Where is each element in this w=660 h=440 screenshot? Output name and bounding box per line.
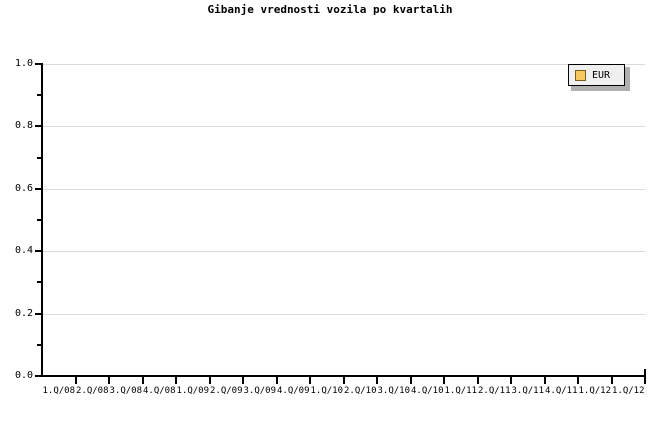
x-axis-label: 1.Q/12 (578, 386, 612, 396)
x-axis-tick (376, 377, 378, 384)
x-axis-label: 1.Q/11 (444, 386, 478, 396)
y-axis-tick-major (35, 312, 42, 315)
y-axis-label: 0.6 (14, 182, 33, 194)
x-axis-tick (544, 377, 546, 384)
x-axis-label: 2.Q/08 (75, 386, 109, 396)
x-axis-tick (443, 377, 445, 384)
y-axis-label: 0.2 (14, 307, 33, 319)
x-axis-label: 1.Q/08 (42, 386, 76, 396)
x-axis-label: 1.Q/12 (611, 386, 645, 396)
x-axis-label: 3.Q/08 (109, 386, 143, 396)
plot-area (42, 64, 645, 377)
y-axis-tick-minor (37, 156, 42, 159)
y-axis-tick-major (35, 125, 42, 128)
y-axis-label: 0.8 (14, 120, 33, 132)
gridline (42, 64, 645, 65)
legend[interactable]: EUR (568, 64, 625, 86)
y-axis-line (41, 63, 43, 377)
x-axis-label: 1.Q/10 (310, 386, 344, 396)
x-axis-label: 2.Q/11 (477, 386, 511, 396)
y-axis-tick-major (35, 250, 42, 253)
gridline (42, 188, 645, 190)
y-axis-label: 1.0 (14, 58, 33, 69)
x-axis-label: 2.Q/09 (209, 386, 243, 396)
x-axis-tick (142, 377, 144, 384)
x-axis-tick (75, 377, 77, 384)
x-axis-tick (510, 377, 512, 384)
chart-title: Gibanje vrednosti vozila po kvartalih (207, 3, 453, 16)
x-axis-label: 2.Q/10 (343, 386, 377, 396)
y-axis-label: 0.0 (14, 370, 33, 381)
gridline (42, 313, 645, 315)
x-axis-tick (108, 377, 110, 384)
gridline (42, 126, 645, 128)
y-axis-labels: 0.0 0.2 0.4 0.6 0.8 1.0 (0, 0, 33, 440)
y-axis-tick-minor (37, 281, 42, 284)
x-axis-line (41, 375, 646, 377)
gridline (42, 251, 645, 253)
x-axis-label: 4.Q/10 (410, 386, 444, 396)
x-axis-tick (343, 377, 345, 384)
y-axis-tick-minor (37, 219, 42, 221)
x-axis-tick (276, 377, 278, 384)
y-axis-tick-major (35, 187, 42, 190)
y-axis-label: 0.4 (14, 245, 33, 257)
x-axis-label: 4.Q/09 (276, 386, 310, 396)
x-axis-tick (242, 377, 244, 384)
x-axis-tick (175, 377, 177, 384)
x-axis-right-cap (644, 369, 646, 377)
x-axis-tick (410, 377, 412, 384)
x-axis-tick (209, 377, 211, 384)
x-axis-tick (477, 377, 479, 384)
x-axis-tick (611, 377, 613, 384)
x-axis-label: 3.Q/11 (511, 386, 545, 396)
y-axis-tick-major (35, 63, 42, 65)
legend-label-eur: EUR (592, 69, 611, 81)
x-axis-label: 4.Q/11 (544, 386, 578, 396)
x-axis-label: 3.Q/09 (243, 386, 277, 396)
y-axis-tick-minor (37, 94, 42, 97)
legend-swatch-eur (575, 69, 586, 81)
x-axis-tick (577, 377, 579, 384)
x-axis-label: 3.Q/10 (377, 386, 411, 396)
x-axis-tick (309, 377, 311, 384)
x-axis-tick (644, 377, 646, 384)
y-axis-tick-minor (37, 343, 42, 346)
x-axis-label: 4.Q/08 (142, 386, 176, 396)
x-axis-label: 1.Q/09 (176, 386, 210, 396)
y-axis-tick-major (35, 375, 42, 377)
